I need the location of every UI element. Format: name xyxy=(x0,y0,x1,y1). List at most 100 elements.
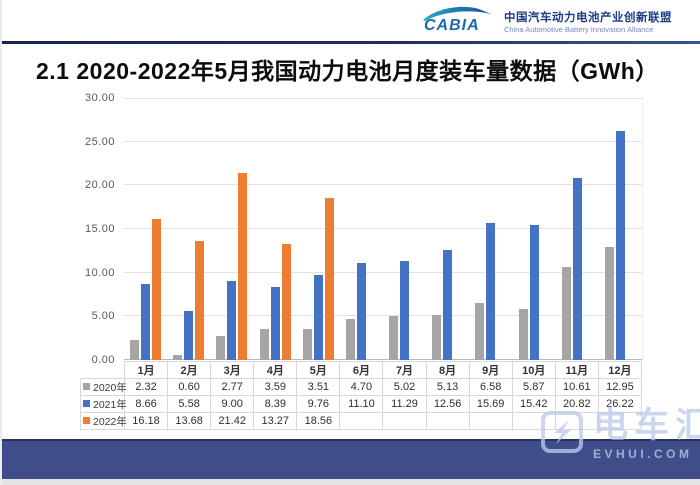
value-cell: 3.51 xyxy=(296,378,341,396)
evhui-watermark: 电车汇 EVHUI.COM xyxy=(540,407,700,461)
gridline xyxy=(124,98,642,99)
bar-2021年-7月 xyxy=(400,261,410,360)
bottom-strip xyxy=(2,479,700,485)
bar-2020年-2月 xyxy=(173,354,183,360)
month-header: 7月 xyxy=(382,361,427,379)
value-cell: 12.56 xyxy=(425,395,470,413)
value-cell: 8.66 xyxy=(123,395,169,413)
value-cell: 15.69 xyxy=(468,395,513,413)
y-tick-label: 10.00 xyxy=(84,266,115,279)
bar-2020年-4月 xyxy=(259,328,269,360)
series-legend-2022年: 2022年 xyxy=(80,412,127,430)
value-cell: 5.58 xyxy=(167,395,212,413)
month-header: 4月 xyxy=(253,361,298,379)
bar-2020年-1月 xyxy=(130,339,140,360)
footer-bar xyxy=(2,439,700,479)
bar-2022年-1月 xyxy=(152,218,162,360)
table-row: 2020年 2.32 0.60 2.77 3.59 3.51 4.70 5.02 5.13 6.5… xyxy=(80,378,643,396)
bar-chart: 0.00 5.00 10.00 15.00 20.00 25.00 30.00 1月 2月 3月… xyxy=(2,0,700,440)
logo-mark: CABIA xyxy=(421,3,495,37)
value-cell: 18.56 xyxy=(296,412,341,430)
value-cell: 5.87 xyxy=(511,378,556,396)
value-cell: 13.27 xyxy=(253,412,298,430)
bar-2021年-6月 xyxy=(356,263,366,360)
legend-swatch-icon xyxy=(83,417,90,425)
value-cell: 10.61 xyxy=(554,378,599,396)
bar-2021年-11月 xyxy=(572,178,582,360)
value-cell xyxy=(468,412,513,430)
car-swoosh-icon xyxy=(423,6,491,21)
gridline xyxy=(124,140,642,142)
bar-2020年-5月 xyxy=(302,329,312,360)
y-tick-label: 0.00 xyxy=(91,354,115,366)
table-corner-cell xyxy=(81,362,125,379)
bar-2020年-11月 xyxy=(561,267,571,360)
header: CABIA 中国汽车动力电池产业创新联盟 China Automotive Ba… xyxy=(2,0,700,41)
y-axis-labels: 0.00 5.00 10.00 15.00 20.00 25.00 30.00 xyxy=(57,92,115,366)
value-cell: 26.22 xyxy=(597,395,643,413)
value-cell: 9.76 xyxy=(296,395,341,413)
watermark-cn: 电车汇 xyxy=(593,406,700,445)
value-cell: 21.42 xyxy=(210,412,255,430)
bar-2021年-3月 xyxy=(227,281,237,360)
month-header: 1月 xyxy=(123,361,169,379)
value-cell: 12.95 xyxy=(597,378,643,396)
gridline xyxy=(124,228,642,229)
bar-2021年-8月 xyxy=(443,250,453,360)
bar-2020年-7月 xyxy=(389,316,399,360)
month-header: 8月 xyxy=(425,361,470,379)
value-cell xyxy=(339,412,384,430)
bar-2021年-10月 xyxy=(529,225,539,360)
data-table: 1月 2月 3月 4月 5月 6月 7月 8月 9月 10月 11月 12月 2020年 2.32 0.60… xyxy=(80,361,643,430)
series-legend-2021年: 2021年 xyxy=(80,395,127,413)
table-header-row: 1月 2月 3月 4月 5月 6月 7月 8月 9月 10月 11月 12月 xyxy=(81,361,643,379)
plot-area xyxy=(124,98,643,360)
evhui-logo-icon xyxy=(541,411,583,453)
value-cell: 16.18 xyxy=(123,412,169,430)
bar-2021年-9月 xyxy=(486,222,496,360)
value-cell: 11.10 xyxy=(339,395,384,413)
legend-swatch-icon xyxy=(83,400,90,408)
value-cell: 13.68 xyxy=(167,412,212,430)
bar-2020年-10月 xyxy=(518,308,528,360)
bar-2020年-12月 xyxy=(604,246,614,360)
value-cell: 0.60 xyxy=(167,378,212,396)
value-cell: 9.00 xyxy=(210,395,255,413)
value-cell: 3.59 xyxy=(253,378,298,396)
page-title: 2.1 2020-2022年5月我国动力电池月度装车量数据（GWh） xyxy=(36,58,659,84)
y-tick-label: 15.00 xyxy=(84,223,115,235)
cabia-logo: CABIA 中国汽车动力电池产业创新联盟 China Automotive Ba… xyxy=(421,3,672,37)
gridline xyxy=(124,359,642,360)
value-cell xyxy=(382,412,427,430)
legend-swatch-icon xyxy=(83,383,90,391)
y-tick-label: 20.00 xyxy=(84,179,115,192)
month-header: 6月 xyxy=(339,361,384,379)
value-cell: 11.29 xyxy=(382,395,427,413)
value-cell: 2.77 xyxy=(210,378,255,396)
header-divider xyxy=(2,41,700,44)
watermark-text: 电车汇 EVHUI.COM xyxy=(593,406,700,462)
series-legend-2020年: 2020年 xyxy=(80,378,127,396)
month-header: 9月 xyxy=(468,361,513,379)
logo-text: CABIA xyxy=(424,17,480,34)
gridline xyxy=(124,315,642,317)
bar-2021年-1月 xyxy=(141,284,151,360)
bar-2022年-4月 xyxy=(281,244,291,360)
bar-2022年-2月 xyxy=(195,240,205,360)
y-tick-label: 30.00 xyxy=(84,92,115,104)
org-text: 中国汽车动力电池产业创新联盟 China Automotive Battery … xyxy=(504,6,672,35)
bar-2020年-8月 xyxy=(432,315,442,360)
value-cell: 8.39 xyxy=(253,395,298,413)
month-header: 10月 xyxy=(511,361,556,379)
value-cell: 6.58 xyxy=(468,378,513,396)
month-header: 3月 xyxy=(210,361,255,379)
value-cell xyxy=(597,412,643,430)
value-cell: 5.13 xyxy=(425,378,470,396)
bar-2020年-6月 xyxy=(345,318,355,360)
bar-2021年-12月 xyxy=(615,131,625,360)
value-cell: 5.02 xyxy=(382,378,427,396)
value-cell xyxy=(425,412,470,430)
bar-2022年-3月 xyxy=(238,172,248,360)
gridline xyxy=(124,184,642,186)
bar-2020年-9月 xyxy=(475,302,485,360)
